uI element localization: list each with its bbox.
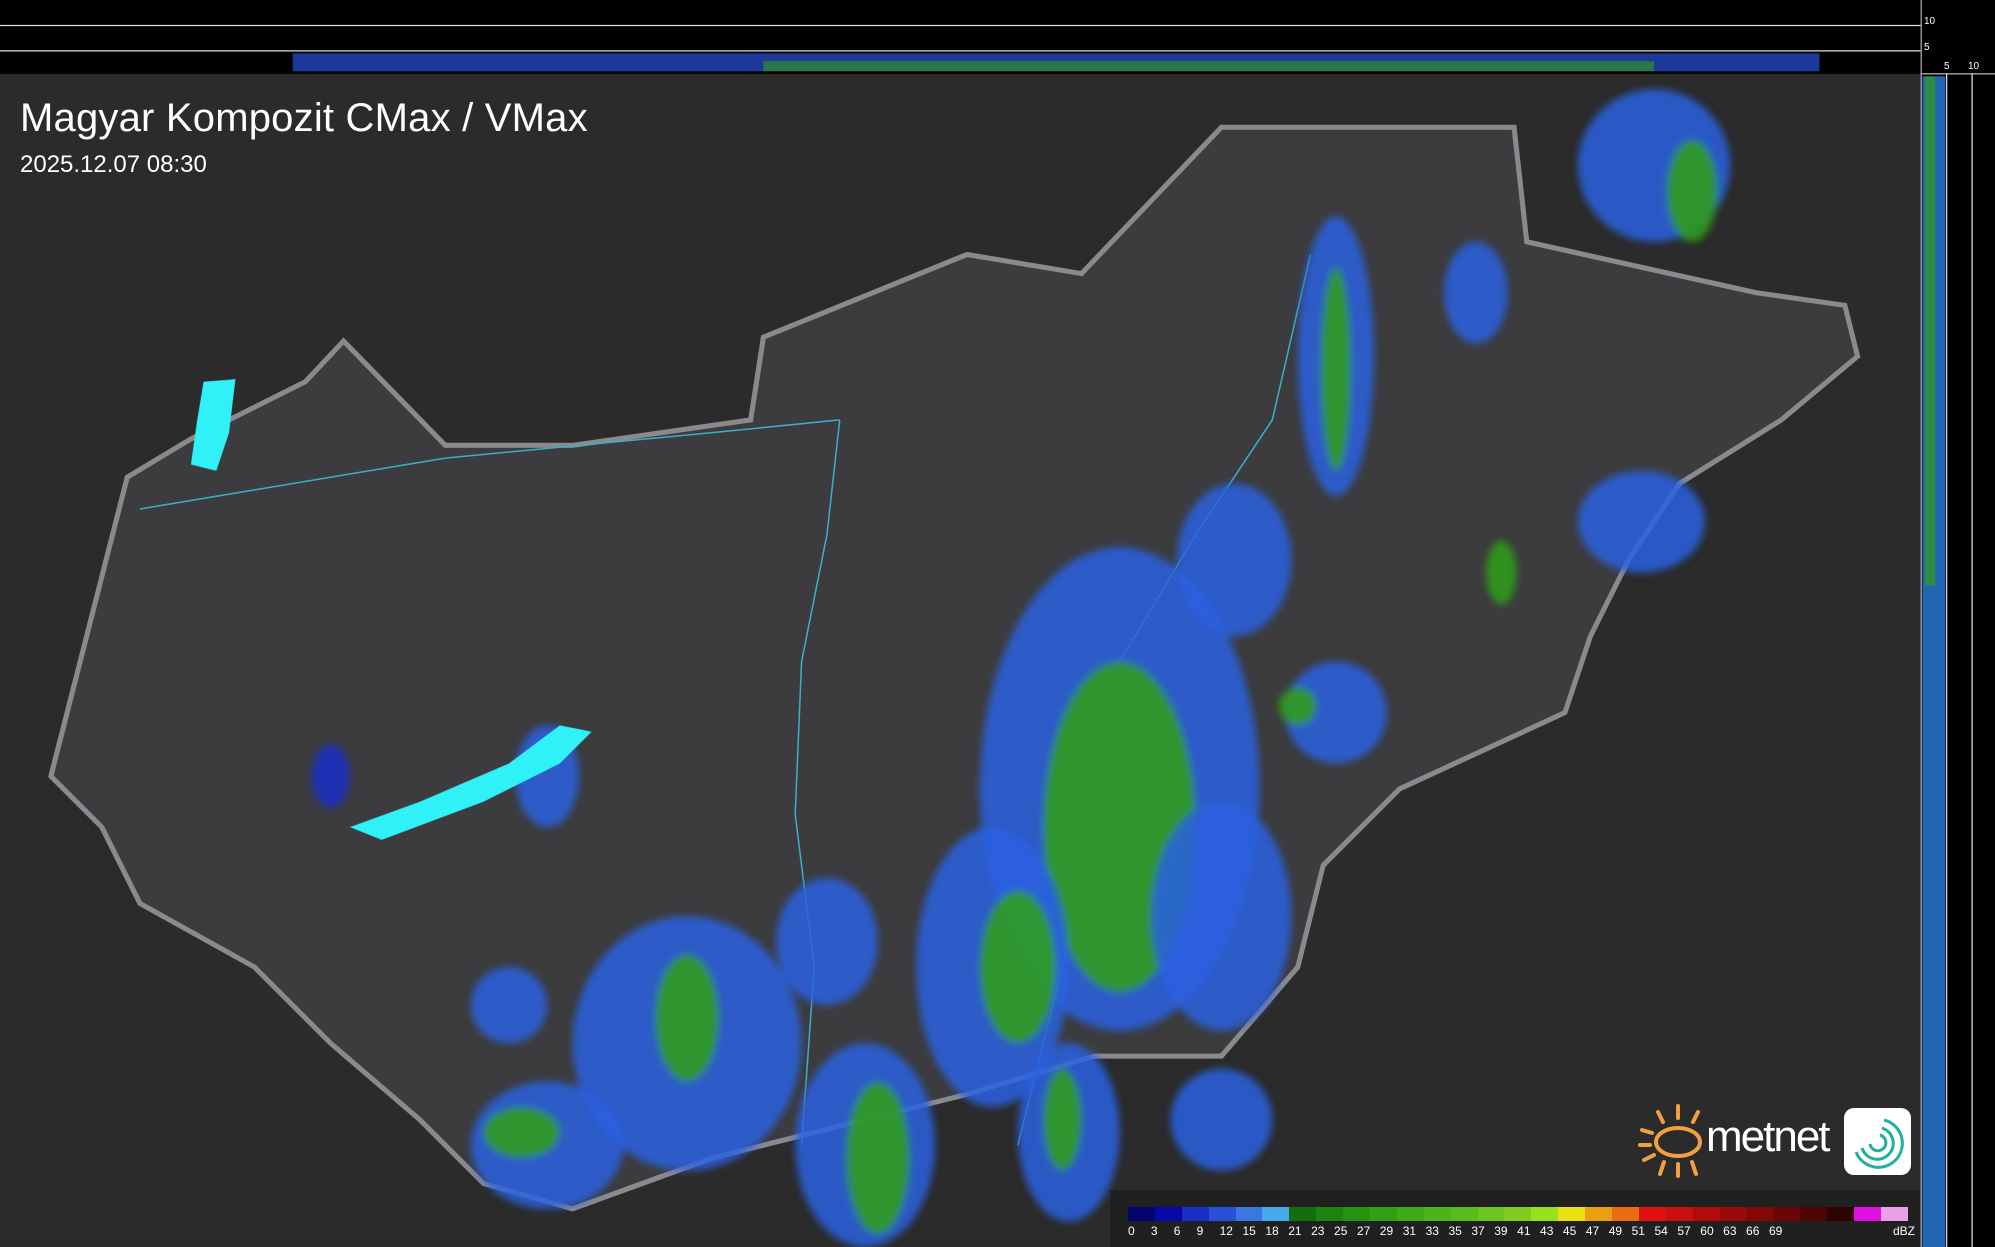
legend-swatch [1208, 1207, 1236, 1221]
legend-swatch [1746, 1207, 1774, 1221]
radar-echo [1285, 661, 1387, 764]
legend-label: 29 [1379, 1224, 1394, 1238]
lake-balaton [349, 725, 592, 840]
radar-echo [470, 967, 548, 1044]
legend-label: 66 [1746, 1224, 1760, 1238]
radar-echo [1043, 1068, 1082, 1171]
legend-label: 31 [1402, 1224, 1417, 1238]
legend-swatch [1585, 1207, 1613, 1221]
radar-echo [1170, 1068, 1273, 1171]
radar-echo [655, 954, 719, 1082]
legend-swatch [1692, 1207, 1720, 1221]
legend-swatch [1235, 1207, 1263, 1221]
legend-labels: 0 3 6 9 12 15 18 21 23 25 27 29 31 33 35 37 39 41 43 45 47 49… [1128, 1224, 1792, 1238]
legend-label: 69 [1768, 1224, 1783, 1238]
legend-label: 6 [1173, 1224, 1181, 1238]
legend-swatch [1181, 1207, 1209, 1221]
legend-swatch [1773, 1207, 1801, 1221]
radar-echo [1577, 470, 1705, 573]
legend-swatch [1531, 1207, 1559, 1221]
legend-swatch [1154, 1207, 1182, 1221]
legend-label: 15 [1242, 1224, 1256, 1238]
legend-unit: dBZ [1892, 1224, 1915, 1238]
legend-swatch [1477, 1207, 1505, 1221]
legend-swatch [1638, 1207, 1666, 1221]
legend-label: 49 [1608, 1224, 1623, 1238]
legend-swatch [1450, 1207, 1478, 1221]
legend-swatch [1396, 1207, 1424, 1221]
radar-echo [1444, 241, 1508, 344]
legend-swatch [1504, 1207, 1532, 1221]
legend-label: 51 [1631, 1224, 1645, 1238]
radar-echo [483, 1107, 560, 1158]
legend-swatch [1262, 1207, 1290, 1221]
legend-label: 35 [1448, 1224, 1462, 1238]
legend-swatch [1343, 1207, 1371, 1221]
legend-label: 63 [1723, 1224, 1737, 1238]
legend-swatch [1800, 1207, 1828, 1221]
legend-label: 23 [1311, 1224, 1325, 1238]
legend-label: 25 [1334, 1224, 1348, 1238]
legend-label: 43 [1540, 1224, 1554, 1238]
top-axis-tick: 10 [1924, 16, 1936, 27]
logo-text: metnet [1706, 1112, 1831, 1161]
right-axis-tick: 5 [1944, 61, 1950, 72]
legend-label: 27 [1356, 1224, 1371, 1238]
map-title: Magyar Kompozit CMax / VMax [20, 96, 588, 140]
legend-swatch [1128, 1207, 1155, 1221]
legend-label: 3 [1150, 1224, 1158, 1238]
legend-label: 12 [1219, 1224, 1233, 1238]
radar-echo [1278, 687, 1317, 726]
legend-label: 37 [1471, 1224, 1485, 1238]
legend-swatch [1827, 1207, 1855, 1221]
right-axis-tick: 10 [1968, 61, 1980, 72]
legend-label: 21 [1288, 1224, 1302, 1238]
legend-label: 54 [1654, 1224, 1668, 1238]
legend-label: 47 [1585, 1224, 1600, 1238]
legend-label: 0 [1128, 1224, 1135, 1238]
radar-echo [311, 744, 350, 809]
legend-label: 41 [1517, 1224, 1531, 1238]
legend-swatch [1880, 1207, 1908, 1221]
legend-swatch [1719, 1207, 1747, 1221]
legend-swatch [1612, 1207, 1639, 1221]
sun-icon [1638, 1104, 1702, 1178]
legend-label: 45 [1562, 1224, 1577, 1238]
radar-echo [776, 877, 878, 1006]
legend-label: 60 [1700, 1224, 1714, 1238]
legend-swatch [1289, 1207, 1317, 1221]
legend-swatch [1854, 1207, 1881, 1221]
radar-echo [979, 890, 1057, 1044]
legend-swatch [1423, 1207, 1451, 1221]
radar-echo [846, 1081, 910, 1235]
legend-label: 39 [1494, 1224, 1508, 1238]
legend-label: 18 [1265, 1224, 1279, 1238]
radar-echo [1486, 540, 1517, 605]
legend-swatch [1370, 1207, 1397, 1221]
color-scale-legend: 0 3 6 9 12 15 18 21 23 25 27 29 31 33 35 37 39 41 43 45 47 49… [1110, 1190, 1920, 1247]
radar-echo [1320, 267, 1352, 471]
metnet-logo: metnet [1636, 1100, 1911, 1180]
top-axis-tick: 5 [1924, 42, 1930, 53]
map-timestamp: 2025.12.07 08:30 [20, 151, 207, 178]
radar-echo [1151, 801, 1292, 1031]
swirl-icon [1844, 1108, 1911, 1175]
legend-swatch [1665, 1207, 1693, 1221]
top-profile-echo [763, 61, 1655, 72]
legend-label: 9 [1196, 1224, 1204, 1238]
legend-color-bar [1128, 1207, 1908, 1221]
radar-echo [1666, 139, 1718, 242]
legend-swatch [1558, 1207, 1586, 1221]
lake-neusiedl [190, 379, 236, 471]
right-profile-echo [1925, 76, 1936, 586]
legend-swatch [1316, 1207, 1344, 1221]
legend-label: 33 [1425, 1224, 1439, 1238]
legend-label: 57 [1677, 1224, 1691, 1238]
